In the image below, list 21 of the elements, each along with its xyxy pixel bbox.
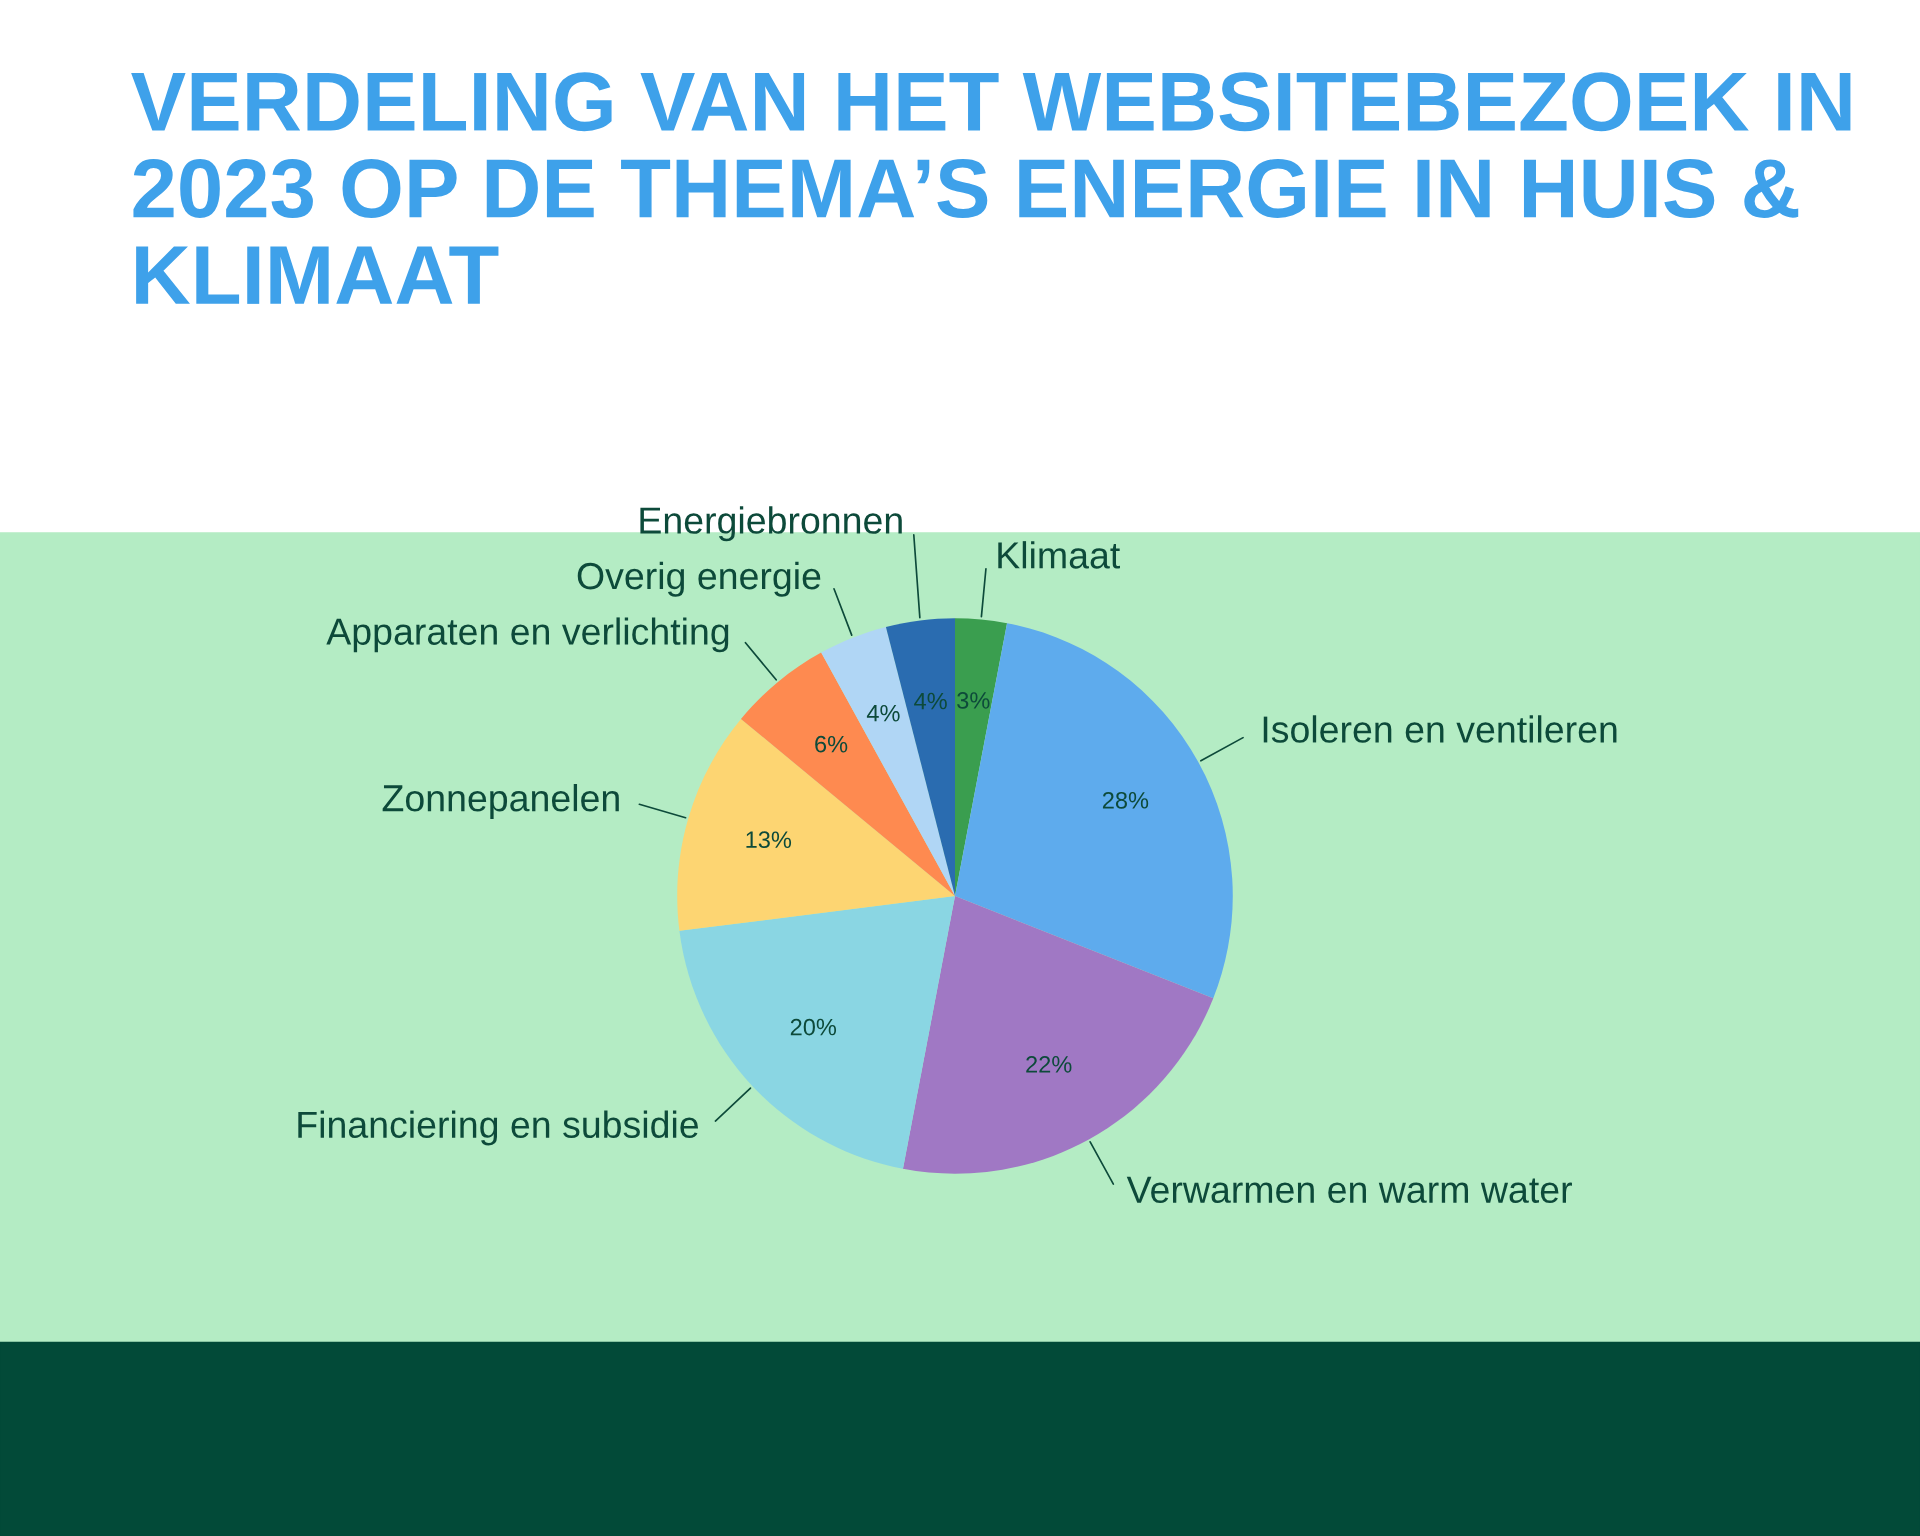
slice-label: Financiering en subsidie: [298, 1110, 698, 1146]
pie-slice: [902, 896, 1214, 1174]
data-label: 13%: [746, 831, 792, 849]
chart-title: VERDELING VAN HET WEBSITEBEZOEK IN 2023 OP DE THEMA’S ENERGIE IN HUIS & KLIMAAT: [131, 72, 1851, 304]
data-label: 20%: [790, 1018, 837, 1036]
pie-slice: [740, 652, 955, 896]
slice-label: Energiebronnen: [640, 506, 902, 542]
slice-label: Verwarmen en warm water: [1126, 1176, 1572, 1204]
slice-label: Klimaat: [998, 541, 1120, 569]
pie-slice: [955, 623, 1233, 999]
slice-label: Overig energie: [577, 561, 821, 597]
data-label: 28%: [1102, 791, 1149, 809]
slice-label: Isoleren en ventileren: [1263, 715, 1617, 743]
data-label: 22%: [1026, 1056, 1072, 1073]
data-label: 4%: [914, 692, 947, 710]
data-label: 4%: [866, 704, 900, 722]
slice-label: Apparaten en verlichting: [326, 617, 729, 653]
pie-slice: [955, 618, 1008, 896]
data-label: 6%: [815, 735, 848, 753]
data-label: 3%: [957, 692, 990, 709]
slice-label: Zonnepanelen: [382, 783, 619, 819]
